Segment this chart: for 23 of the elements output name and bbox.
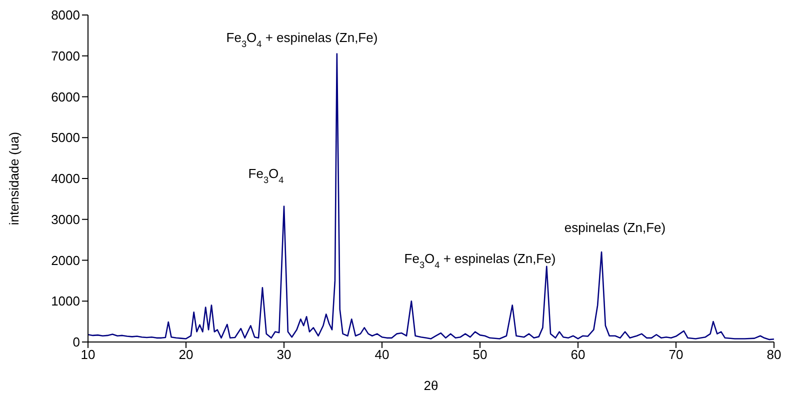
y-tick-label: 5000 <box>51 130 80 146</box>
y-tick-label: 8000 <box>51 8 80 23</box>
y-tick-label: 7000 <box>51 48 80 64</box>
x-tick-label: 20 <box>178 347 194 362</box>
y-tick-label: 3000 <box>51 212 80 227</box>
x-tick-label: 60 <box>570 347 586 362</box>
annotation: Fe$_{3}$O$_{4}$ + espinelas (Zn,Fe) <box>404 251 556 270</box>
y-tick-label: 4000 <box>51 171 80 186</box>
annotation: espinelas (Zn,Fe) <box>564 220 666 235</box>
y-tick-label: 6000 <box>51 89 80 104</box>
y-tick-label: 0 <box>72 334 80 350</box>
annotation: Fe$_{3}$O$_{4}$ + espinelas (Zn,Fe) <box>226 30 378 49</box>
x-axis-title: 2θ <box>424 378 438 393</box>
x-tick-label: 50 <box>472 347 488 362</box>
x-tick-label: 40 <box>374 347 390 362</box>
annotation: Fe$_{3}$O$_{4}$ <box>248 166 284 185</box>
x-tick-label: 10 <box>80 347 96 362</box>
x-tick-label: 30 <box>276 347 292 362</box>
y-axis-title: intensidade (ua) <box>6 132 22 226</box>
x-tick-label: 80 <box>766 347 782 362</box>
y-tick-label: 2000 <box>51 252 80 268</box>
y-tick-label: 1000 <box>51 294 80 309</box>
x-tick-label: 70 <box>668 347 684 362</box>
